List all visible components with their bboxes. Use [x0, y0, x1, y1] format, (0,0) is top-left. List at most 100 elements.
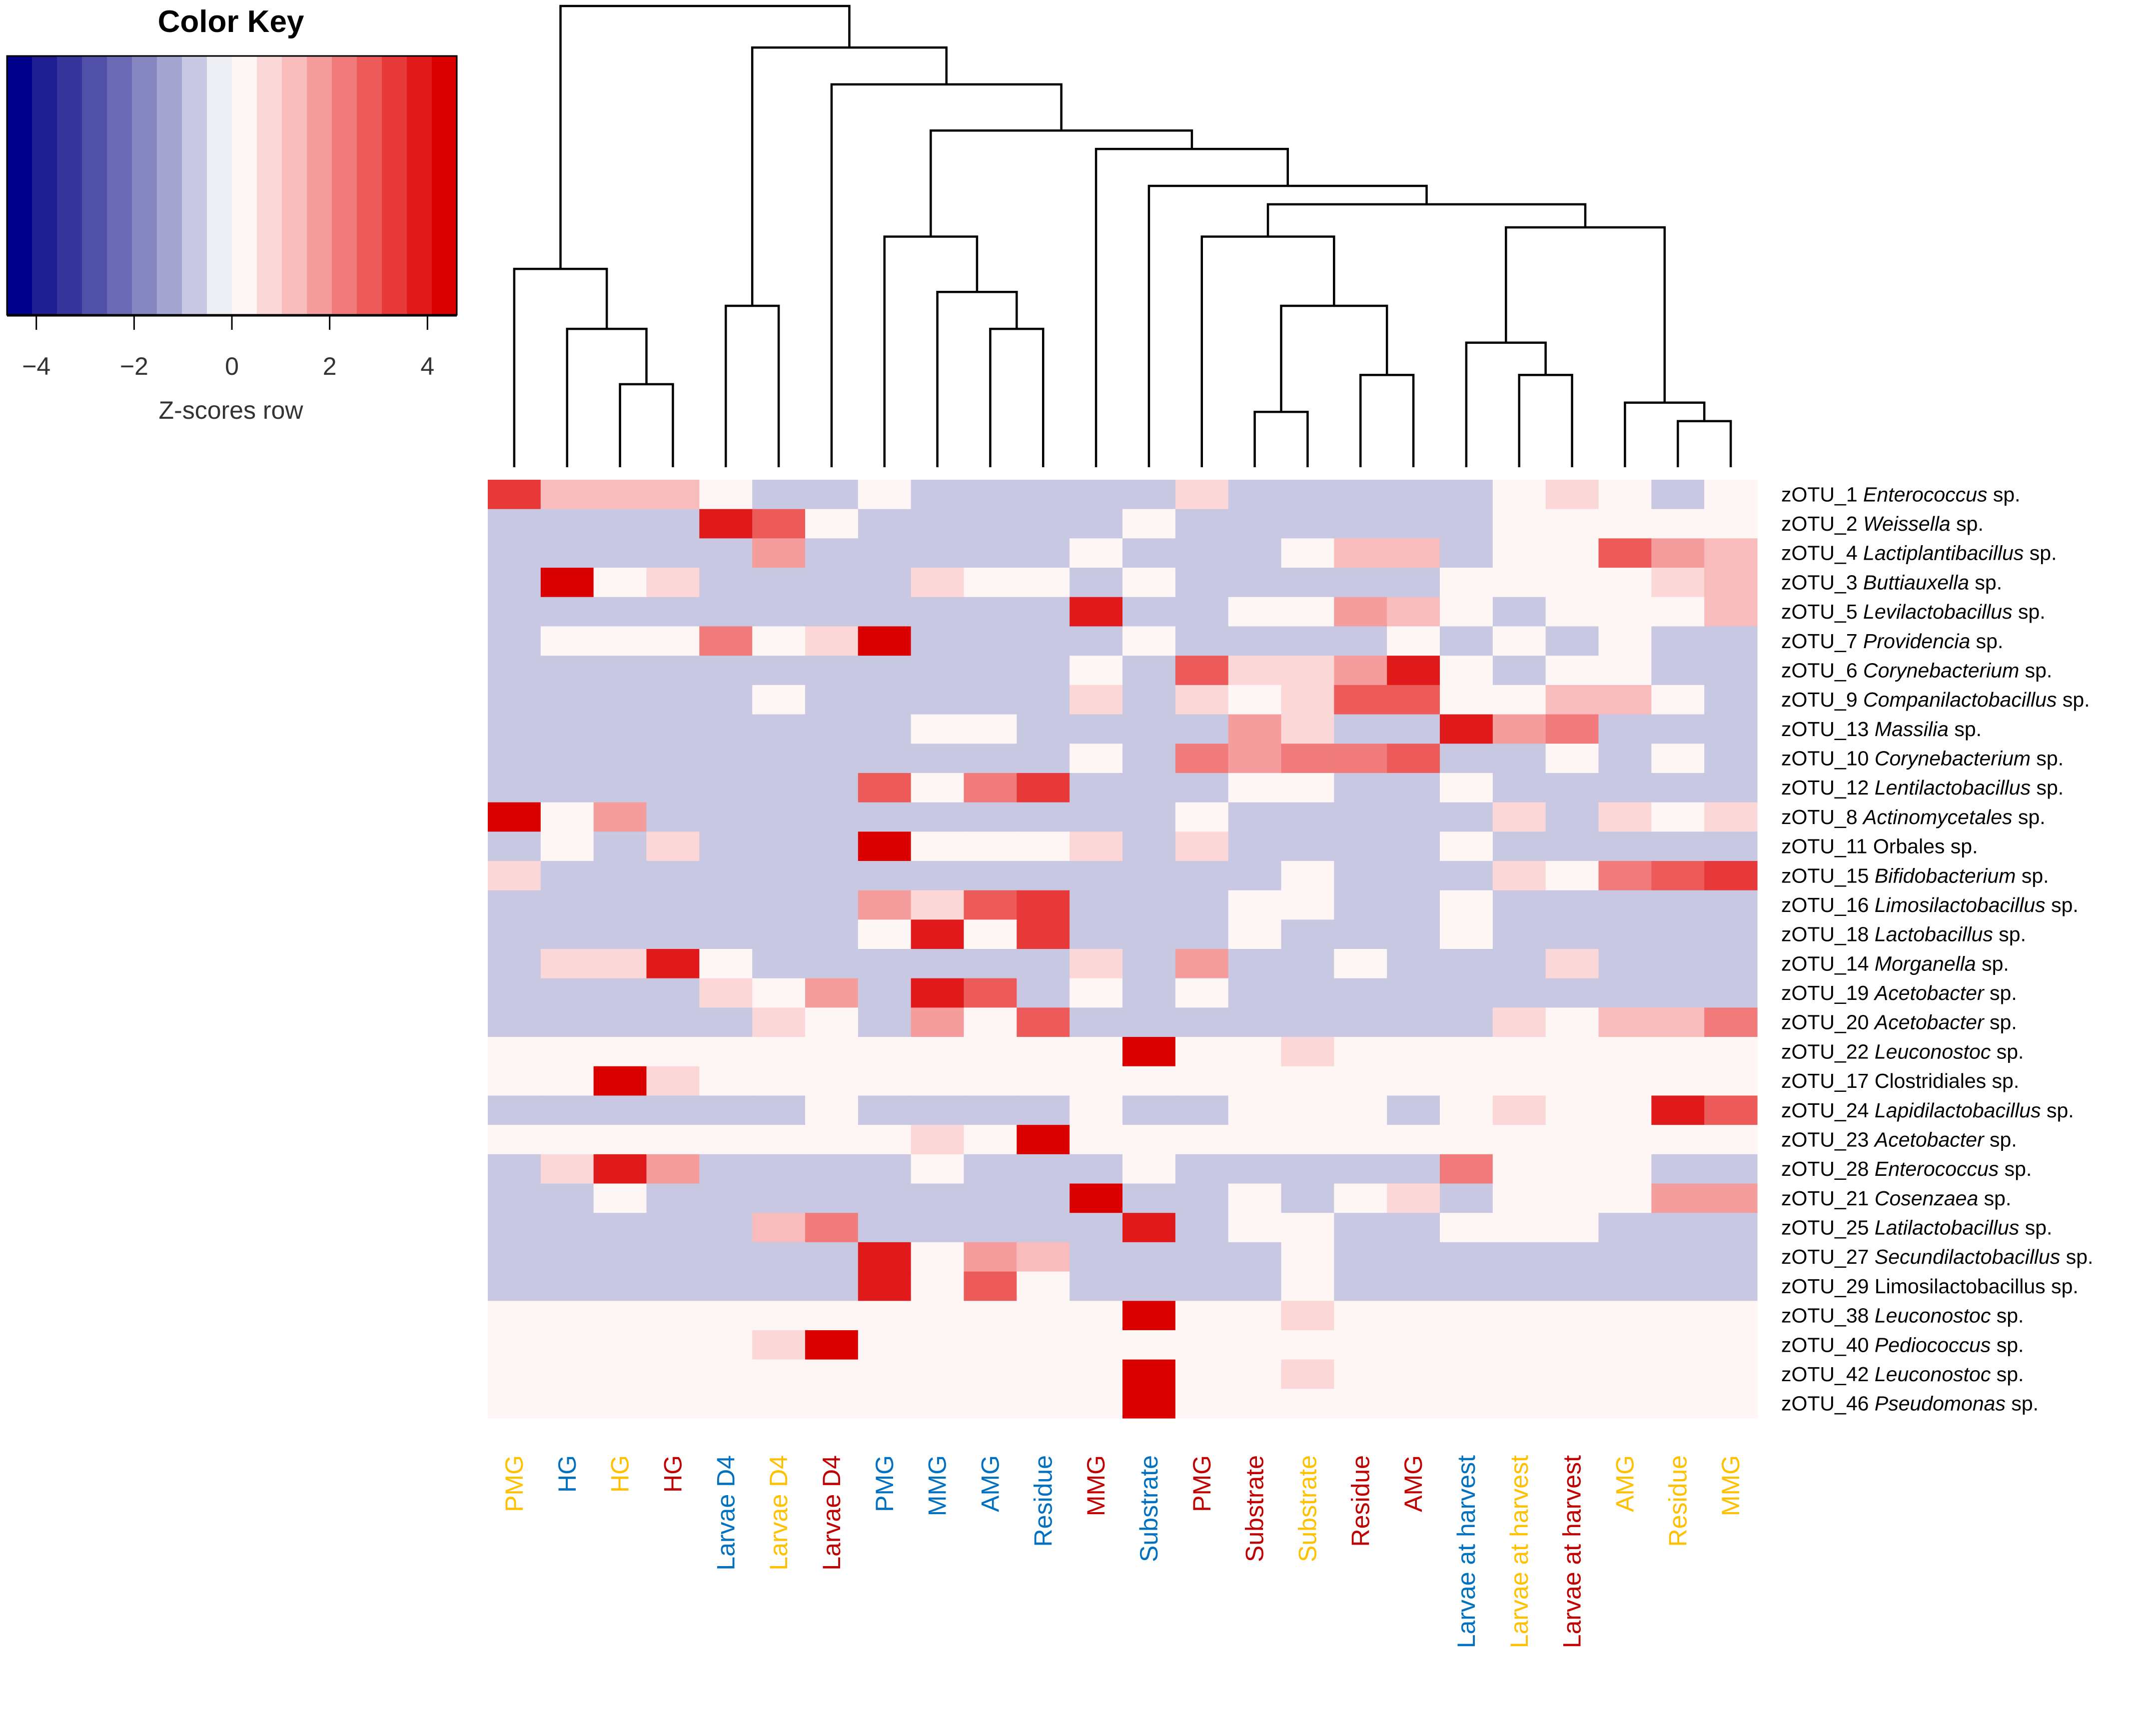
heatmap-cell: [911, 1183, 965, 1213]
heatmap-cell: [1281, 568, 1334, 598]
dendrogram-branch: [1280, 304, 1388, 412]
heatmap-cell: [1175, 1095, 1229, 1125]
heatmap-cell: [1440, 568, 1493, 598]
heatmap-cell: [593, 919, 647, 949]
heatmap-cell: [1492, 1330, 1546, 1360]
heatmap-cell: [540, 1125, 594, 1155]
heatmap-cell: [540, 890, 594, 920]
heatmap-cell: [964, 626, 1017, 656]
heatmap-cell: [752, 978, 806, 1008]
heatmap-cell: [1704, 1066, 1758, 1096]
heatmap-cell: [1492, 480, 1546, 510]
heatmap-cell: [540, 949, 594, 979]
heatmap-cell: [858, 832, 912, 861]
heatmap-cell: [805, 1213, 859, 1243]
heatmap-cell: [1387, 1154, 1440, 1184]
heatmap-cell: [646, 832, 700, 861]
heatmap-cell: [1228, 714, 1282, 744]
heatmap-cell: [1070, 1242, 1123, 1272]
heatmap-cell: [1334, 1183, 1387, 1213]
heatmap-cell: [1440, 656, 1493, 686]
heatmap-cell: [1440, 1125, 1493, 1155]
row-label: zOTU_24 Lapidilactobacillus sp.: [1781, 1099, 2074, 1122]
heatmap-cell: [1334, 1242, 1387, 1272]
heatmap-cell: [1228, 1359, 1282, 1389]
heatmap-cell: [1387, 949, 1440, 979]
heatmap-cell: [1492, 1183, 1546, 1213]
column-label: Larvae at harvest: [1505, 1455, 1533, 1648]
heatmap-cell: [540, 509, 594, 539]
heatmap-cell: [1545, 538, 1599, 568]
heatmap-cell: [752, 802, 806, 832]
heatmap-cell: [858, 890, 912, 920]
heatmap-cell: [1492, 685, 1546, 715]
heatmap-cell: [858, 1213, 912, 1243]
heatmap-cell: [1122, 1125, 1176, 1155]
color-key-swatch: [157, 56, 182, 315]
heatmap-cell: [1281, 509, 1334, 539]
color-key-swatch: [382, 56, 407, 315]
heatmap-cell: [752, 685, 806, 715]
heatmap-cell: [540, 919, 594, 949]
heatmap-cell: [1070, 890, 1123, 920]
heatmap-cell: [1122, 1271, 1176, 1301]
heatmap-cell: [1175, 773, 1229, 803]
heatmap-cell: [1598, 949, 1652, 979]
heatmap-cell: [1070, 714, 1123, 744]
heatmap-cell: [1281, 626, 1334, 656]
heatmap-cell: [964, 1389, 1017, 1419]
color-key-swatch: [432, 56, 457, 315]
heatmap-cell: [1070, 949, 1123, 979]
heatmap-cell: [699, 978, 753, 1008]
heatmap-cell: [858, 1330, 912, 1360]
heatmap-cell: [1175, 1359, 1229, 1389]
heatmap-cell: [805, 802, 859, 832]
heatmap-cell: [1704, 1301, 1758, 1331]
heatmap-cell: [1651, 1213, 1705, 1243]
color-key-swatch: [207, 56, 232, 315]
heatmap-cell: [699, 1037, 753, 1067]
color-key-swatch: [407, 56, 432, 315]
heatmap-cell: [646, 1095, 700, 1125]
heatmap-cell: [1704, 1125, 1758, 1155]
heatmap-cell: [1704, 1037, 1758, 1067]
heatmap-cell: [1070, 568, 1123, 598]
heatmap-cell: [964, 1154, 1017, 1184]
heatmap-cell: [1651, 626, 1705, 656]
heatmap-cell: [805, 1037, 859, 1067]
heatmap-cell: [858, 860, 912, 891]
heatmap-cell: [1387, 568, 1440, 598]
heatmap-cell: [1598, 538, 1652, 568]
heatmap-cell: [1387, 509, 1440, 539]
heatmap-cell: [1334, 1330, 1387, 1360]
heatmap-cell: [858, 802, 912, 832]
heatmap-cell: [1545, 832, 1599, 861]
heatmap-cell: [1228, 1037, 1282, 1067]
heatmap-cell: [1281, 656, 1334, 686]
heatmap-cell: [1387, 1213, 1440, 1243]
dendrogram-branch: [1505, 226, 1666, 403]
heatmap-cell: [911, 1389, 965, 1419]
heatmap-cell: [1492, 1389, 1546, 1419]
heatmap-cell: [540, 1389, 594, 1419]
heatmap-cell: [1281, 1330, 1334, 1360]
heatmap-cell: [752, 832, 806, 861]
heatmap-cell: [911, 949, 965, 979]
heatmap-cell: [1598, 714, 1652, 744]
heatmap-cell: [1122, 1007, 1176, 1037]
heatmap-cell: [593, 773, 647, 803]
heatmap-cell: [1017, 1242, 1070, 1272]
color-key-swatch: [7, 56, 32, 315]
heatmap-cell: [540, 773, 594, 803]
row-label: zOTU_18 Lactobacillus sp.: [1781, 923, 2026, 946]
heatmap-cell: [593, 538, 647, 568]
heatmap-cell: [805, 1359, 859, 1389]
heatmap-cell: [752, 656, 806, 686]
heatmap-cell: [1281, 773, 1334, 803]
heatmap-cell: [699, 1007, 753, 1037]
heatmap-cell: [1175, 1007, 1229, 1037]
heatmap-cell: [1651, 832, 1705, 861]
heatmap-cell: [1651, 860, 1705, 891]
heatmap-cell: [1598, 1389, 1652, 1419]
heatmap-cell: [540, 860, 594, 891]
